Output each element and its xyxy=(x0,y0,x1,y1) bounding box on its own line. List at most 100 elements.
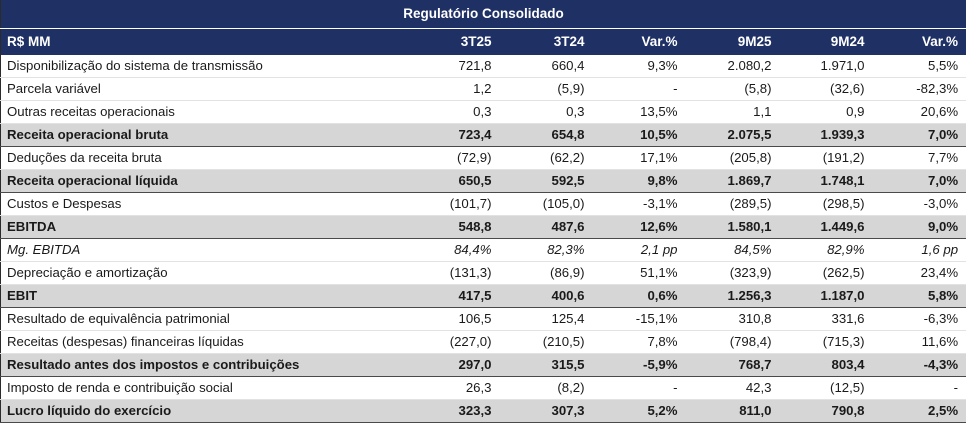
cell-ytd_cur: (323,9) xyxy=(685,261,780,285)
cell-q_cur: (72,9) xyxy=(406,146,500,170)
row-label: Receitas (despesas) financeiras líquidas xyxy=(0,330,407,354)
cell-ytd_var: 5,5% xyxy=(872,55,966,78)
column-header-ytd_prev[interactable]: 9M24 xyxy=(779,28,873,55)
cell-q_prev: (105,0) xyxy=(499,192,593,216)
table-row: Deduções da receita bruta (72,9) (62,2) 17,… xyxy=(0,146,966,170)
table-column-header-row: R$ MM 3T25 3T24 Var.% 9M25 9M24 Var.% xyxy=(0,28,966,55)
cell-q_var: 5,2% xyxy=(592,399,686,423)
cell-q_var: -5,9% xyxy=(592,353,686,377)
cell-q_prev: (86,9) xyxy=(499,261,593,285)
column-header-q_cur[interactable]: 3T25 xyxy=(406,28,500,55)
cell-q_prev: 125,4 xyxy=(499,307,593,331)
cell-ytd_cur: 1,1 xyxy=(685,100,780,124)
column-header-ytd_cur[interactable]: 9M25 xyxy=(685,28,780,55)
cell-q_var: 0,6% xyxy=(592,284,686,308)
cell-ytd_cur: 42,3 xyxy=(685,376,780,400)
table-row: Resultado de equivalência patrimonial 106… xyxy=(0,307,966,331)
table-row-total: EBIT 417,5 400,6 0,6% 1.256,3 1.187,0 5,8% xyxy=(0,284,966,308)
cell-ytd_prev: (12,5) xyxy=(779,376,873,400)
cell-ytd_cur: (289,5) xyxy=(685,192,780,216)
cell-ytd_var: 9,0% xyxy=(872,215,966,239)
row-label: Receita operacional líquida xyxy=(0,169,407,193)
cell-q_var: 9,3% xyxy=(592,55,686,78)
cell-ytd_prev: 803,4 xyxy=(779,353,873,377)
cell-ytd_cur: (205,8) xyxy=(685,146,780,170)
cell-q_cur: 721,8 xyxy=(406,55,500,78)
cell-ytd_var: 5,8% xyxy=(872,284,966,308)
cell-ytd_prev: 1.187,0 xyxy=(779,284,873,308)
cell-q_cur: 84,4% xyxy=(406,238,500,262)
row-label: Receita operacional bruta xyxy=(0,123,407,147)
cell-ytd_var: 2,5% xyxy=(872,399,966,423)
cell-q_var: 17,1% xyxy=(592,146,686,170)
column-header-label[interactable]: R$ MM xyxy=(0,28,407,55)
cell-ytd_var: -82,3% xyxy=(872,77,966,101)
cell-q_prev: 487,6 xyxy=(499,215,593,239)
table-row-total: EBITDA 548,8 487,6 12,6% 1.580,1 1.449,6 9,0% xyxy=(0,215,966,239)
cell-q_var: -15,1% xyxy=(592,307,686,331)
cell-ytd_var: 20,6% xyxy=(872,100,966,124)
cell-ytd_cur: 84,5% xyxy=(685,238,780,262)
cell-q_var: 2,1 pp xyxy=(592,238,686,262)
cell-ytd_prev: 1.971,0 xyxy=(779,55,873,78)
cell-ytd_cur: 310,8 xyxy=(685,307,780,331)
row-label: Custos e Despesas xyxy=(0,192,407,216)
table-header: Regulatório Consolidado R$ MM 3T25 3T24 Var… xyxy=(0,0,966,55)
cell-q_prev: (62,2) xyxy=(499,146,593,170)
table-row: Depreciação e amortização (131,3) (86,9) 51… xyxy=(0,261,966,285)
table-row-total: Resultado antes dos impostos e contribui… xyxy=(0,353,966,377)
table-title: Regulatório Consolidado xyxy=(0,0,966,29)
cell-q_cur: 106,5 xyxy=(406,307,500,331)
table-row: Custos e Despesas (101,7) (105,0) -3,1% (289… xyxy=(0,192,966,216)
row-label: Resultado de equivalência patrimonial xyxy=(0,307,407,331)
cell-ytd_cur: (5,8) xyxy=(685,77,780,101)
row-label: Imposto de renda e contribuição social xyxy=(0,376,407,400)
row-label: Disponibilização do sistema de transmiss… xyxy=(0,55,407,78)
row-label: EBIT xyxy=(0,284,407,308)
cell-q_var: 10,5% xyxy=(592,123,686,147)
cell-q_var: - xyxy=(592,77,686,101)
row-label: Deduções da receita bruta xyxy=(0,146,407,170)
row-label: Parcela variável xyxy=(0,77,407,101)
cell-q_cur: 0,3 xyxy=(406,100,500,124)
cell-ytd_prev: (298,5) xyxy=(779,192,873,216)
cell-ytd_cur: 1.256,3 xyxy=(685,284,780,308)
table-body: Disponibilização do sistema de transmiss… xyxy=(0,55,966,423)
cell-ytd_cur: 811,0 xyxy=(685,399,780,423)
column-header-q_var[interactable]: Var.% xyxy=(592,28,686,55)
table-row: Mg. EBITDA 84,4% 82,3% 2,1 pp 84,5% 82,9% 1,6 … xyxy=(0,238,966,262)
cell-q_cur: 297,0 xyxy=(406,353,500,377)
cell-q_var: 9,8% xyxy=(592,169,686,193)
cell-ytd_var: -6,3% xyxy=(872,307,966,331)
cell-q_prev: 654,8 xyxy=(499,123,593,147)
cell-ytd_var: 11,6% xyxy=(872,330,966,354)
cell-q_cur: (131,3) xyxy=(406,261,500,285)
cell-ytd_prev: (715,3) xyxy=(779,330,873,354)
table-row: Imposto de renda e contribuição social 26… xyxy=(0,376,966,400)
table-row: Outras receitas operacionais 0,3 0,3 13,5% 1… xyxy=(0,100,966,124)
cell-q_prev: 315,5 xyxy=(499,353,593,377)
table-title-row: Regulatório Consolidado xyxy=(0,0,966,29)
cell-q_cur: 323,3 xyxy=(406,399,500,423)
cell-ytd_prev: 0,9 xyxy=(779,100,873,124)
cell-ytd_var: 7,0% xyxy=(872,123,966,147)
row-label: Resultado antes dos impostos e contribui… xyxy=(0,353,407,377)
row-label: Outras receitas operacionais xyxy=(0,100,407,124)
cell-q_prev: 0,3 xyxy=(499,100,593,124)
cell-ytd_var: 23,4% xyxy=(872,261,966,285)
cell-ytd_var: 7,0% xyxy=(872,169,966,193)
cell-q_var: 7,8% xyxy=(592,330,686,354)
cell-ytd_prev: (191,2) xyxy=(779,146,873,170)
column-header-ytd_var[interactable]: Var.% xyxy=(872,28,966,55)
table-row: Disponibilização do sistema de transmiss… xyxy=(0,55,966,78)
cell-ytd_cur: 2.075,5 xyxy=(685,123,780,147)
table-row-total: Receita operacional bruta 723,4 654,8 10,5%… xyxy=(0,123,966,147)
row-label: Lucro líquido do exercício xyxy=(0,399,407,423)
cell-q_var: -3,1% xyxy=(592,192,686,216)
row-label: Depreciação e amortização xyxy=(0,261,407,285)
cell-ytd_cur: 1.580,1 xyxy=(685,215,780,239)
cell-ytd_var: -3,0% xyxy=(872,192,966,216)
cell-ytd_var: -4,3% xyxy=(872,353,966,377)
cell-ytd_cur: 768,7 xyxy=(685,353,780,377)
column-header-q_prev[interactable]: 3T24 xyxy=(499,28,593,55)
